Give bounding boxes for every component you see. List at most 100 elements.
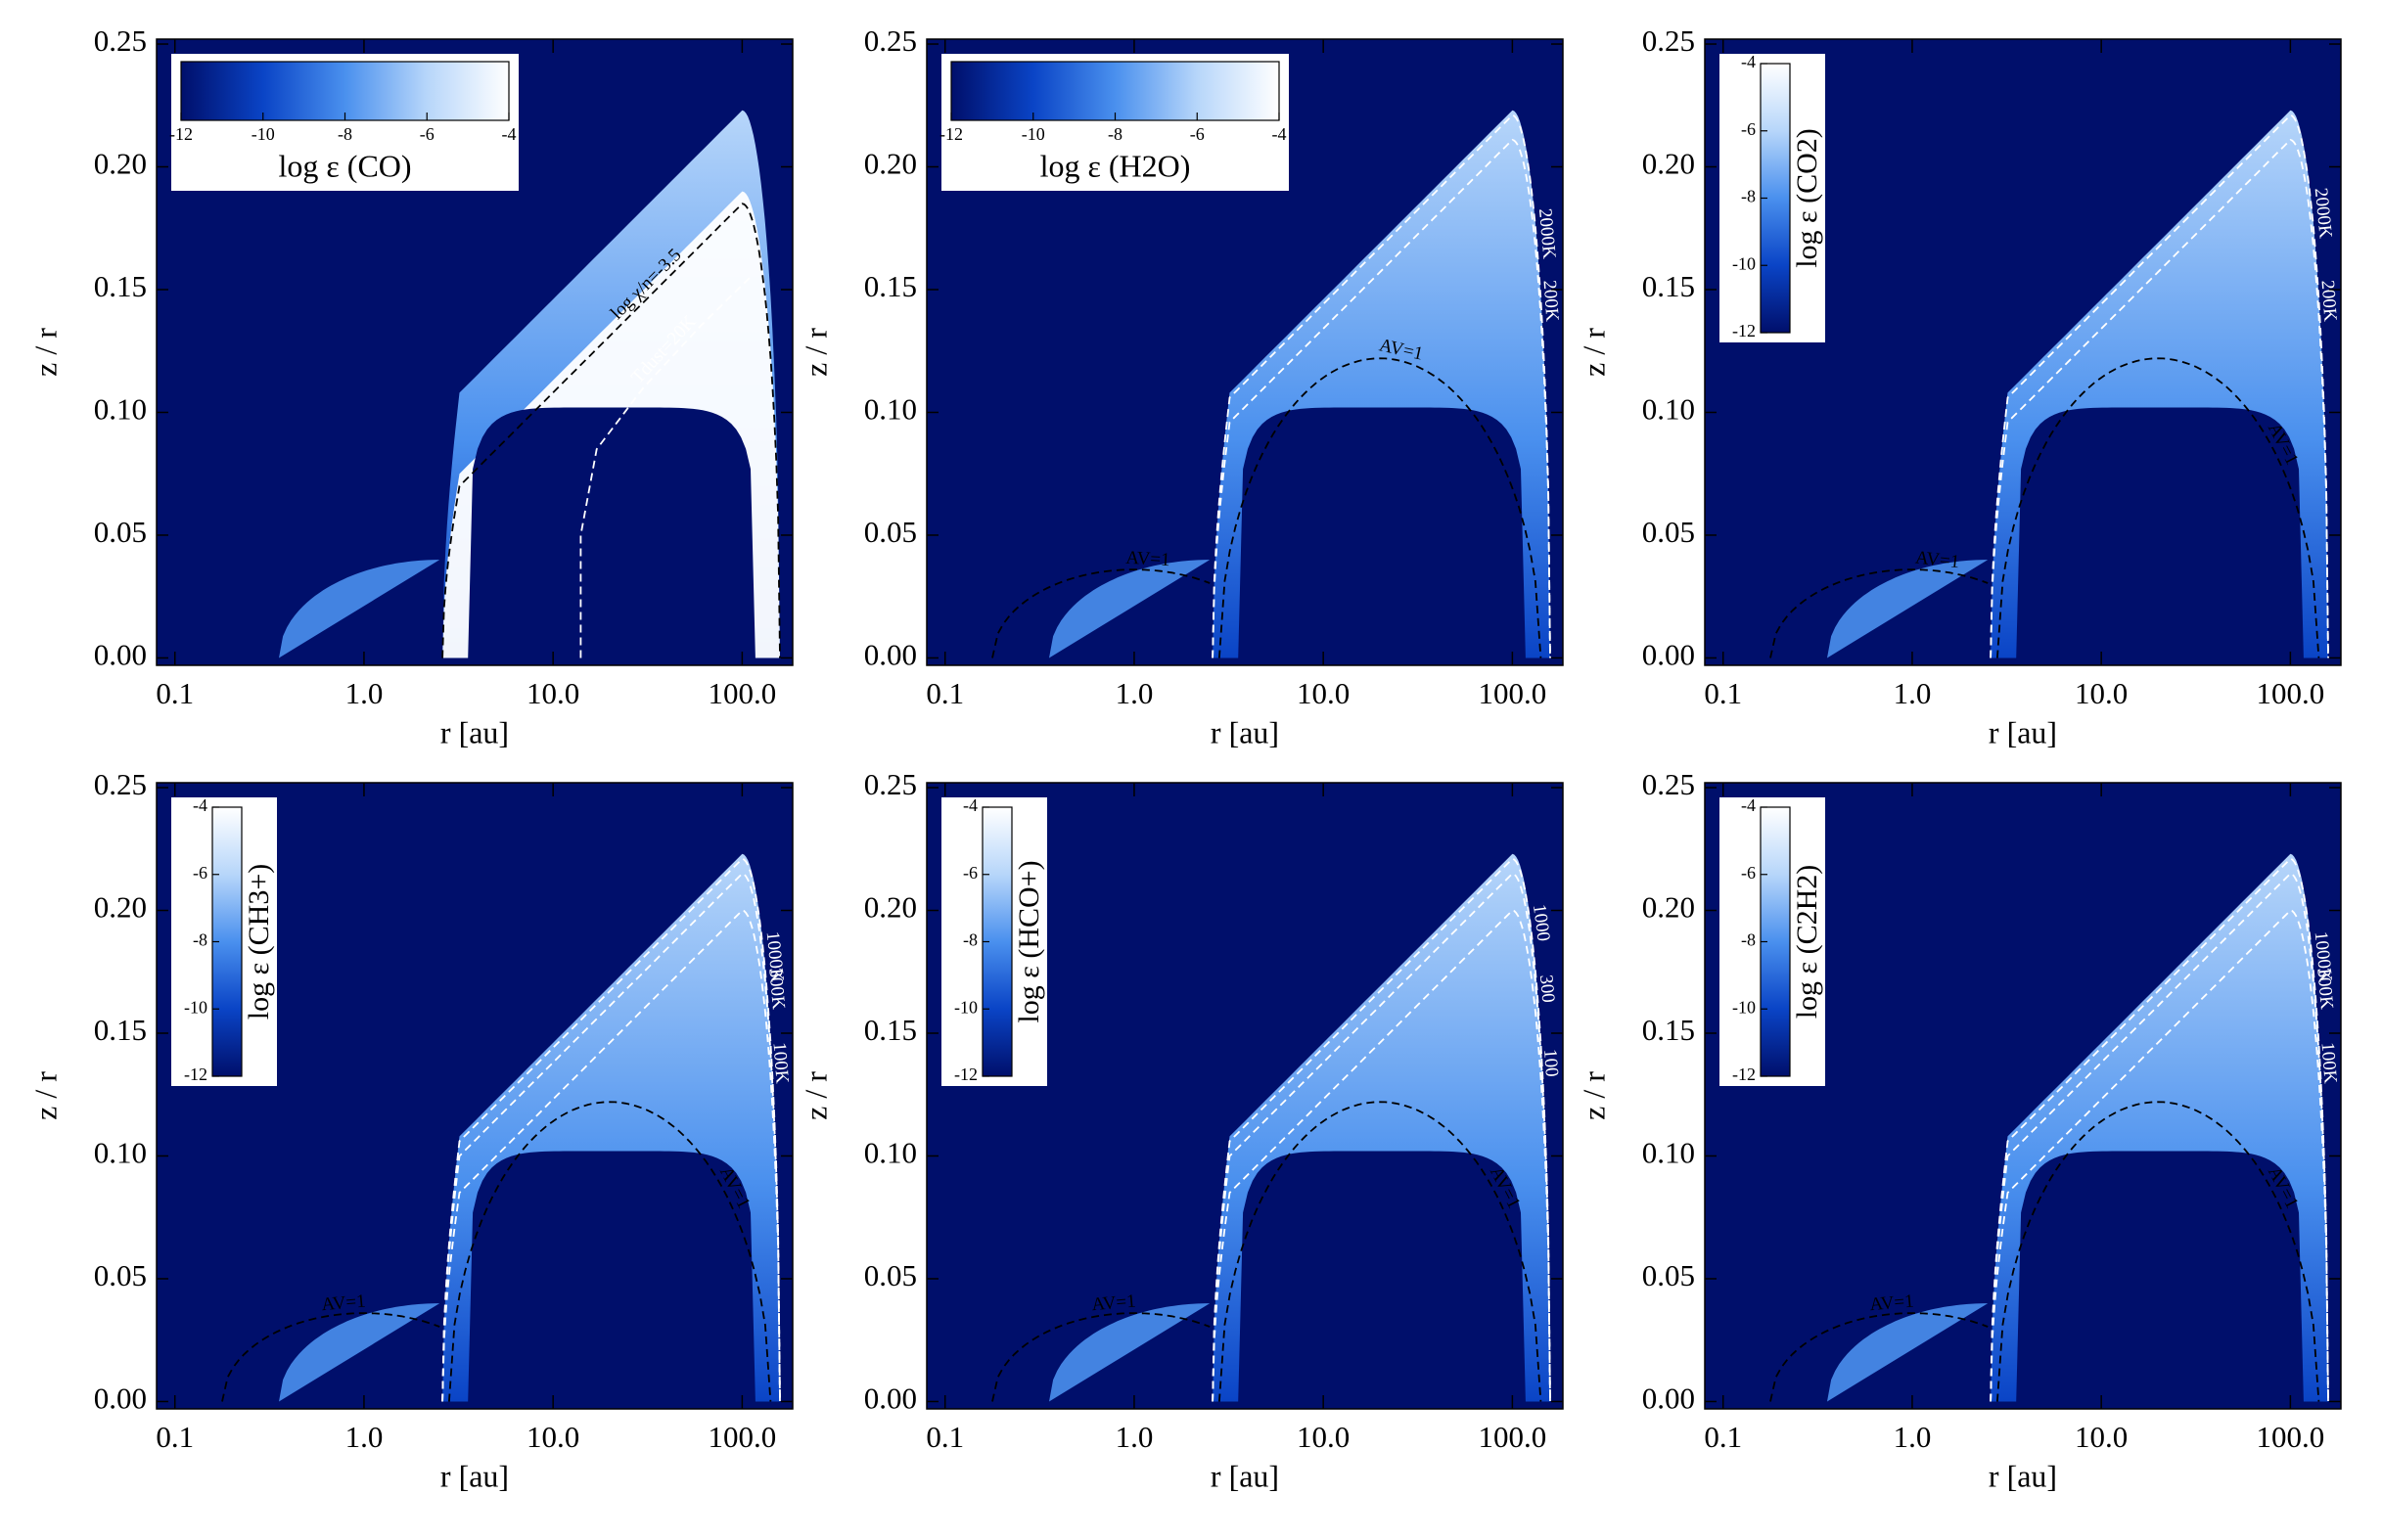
abundance-region (1049, 560, 1211, 658)
y-tick-label: 0.15 (864, 269, 917, 303)
colorbar-tick-label: -6 (193, 863, 207, 883)
contour-line (1990, 909, 2329, 1402)
plot-frame (1704, 38, 2342, 666)
contour-label: AV=1 (1869, 1291, 1915, 1316)
y-axis-label: z / r (1576, 1071, 1611, 1120)
y-tick-label: 0.10 (1642, 392, 1695, 427)
y-tick-label: 0.05 (94, 515, 147, 549)
colorbar-tick-label: -12 (1732, 1064, 1756, 1084)
colorbar-tick-label: -6 (963, 863, 978, 883)
contour-line (441, 203, 781, 658)
x-tick-label: 100.0 (709, 676, 777, 710)
y-tick-label: 0.05 (1642, 1258, 1695, 1292)
plot-frame (156, 782, 794, 1410)
contour-line (1996, 357, 2320, 658)
contour-line (1212, 872, 1551, 1402)
colorbar-tick-label: -12 (939, 124, 963, 144)
y-tick-label: 0.15 (94, 1013, 147, 1047)
y-axis-label: z / r (798, 328, 833, 377)
colorbar-label: log ε (CO) (278, 148, 411, 183)
colorbar-tick-label: -4 (1741, 52, 1756, 71)
contour-label: AV=1 (321, 1291, 367, 1316)
x-tick-label: 1.0 (345, 1420, 384, 1454)
x-tick-label: 0.1 (1704, 676, 1742, 710)
x-tick-label: 10.0 (1297, 676, 1350, 710)
abundance-region (1827, 560, 1989, 658)
x-tick-label: 100.0 (709, 1420, 777, 1454)
x-tick-label: 0.1 (156, 676, 194, 710)
y-tick-label: 0.10 (864, 392, 917, 427)
x-axis-label: r [au] (1211, 714, 1279, 749)
colorbar-tick-label: -4 (963, 795, 978, 815)
y-tick-label: 0.10 (864, 1136, 917, 1170)
colorbar-tick-label: -10 (1732, 253, 1756, 273)
contour-line (579, 276, 752, 658)
contour-line (221, 1312, 440, 1402)
contour-line (1218, 1101, 1542, 1402)
y-tick-label: 0.20 (864, 890, 917, 925)
colorbar-tick-label: -10 (184, 997, 207, 1017)
x-tick-label: 10.0 (527, 676, 579, 710)
x-tick-label: 100.0 (2257, 1420, 2325, 1454)
contour-label: AV=1 (1914, 548, 1960, 573)
x-axis-label: r [au] (440, 714, 509, 749)
contour-label: 300K (2313, 968, 2337, 1011)
x-tick-label: 10.0 (2075, 676, 2128, 710)
y-axis-label: z / r (27, 328, 63, 377)
x-tick-label: 0.1 (156, 1420, 194, 1454)
x-tick-label: 0.1 (1704, 1420, 1742, 1454)
y-tick-label: 0.00 (864, 1381, 917, 1416)
colorbar-tick-label: -4 (1741, 795, 1756, 815)
contour-line (991, 1312, 1211, 1402)
y-axis-label: z / r (27, 1071, 63, 1120)
colorbar-tick-label: -12 (1732, 321, 1756, 340)
y-tick-label: 0.25 (94, 23, 147, 58)
colorbar-label: log ε (H2O) (1040, 148, 1191, 183)
y-axis-label: z / r (1576, 328, 1611, 377)
x-tick-label: 0.1 (926, 1420, 964, 1454)
contour-label: 2000K (1535, 207, 1559, 260)
colorbar-tick-label: -8 (963, 930, 978, 950)
contour-line (1769, 1312, 1989, 1402)
y-tick-label: 0.05 (1642, 515, 1695, 549)
x-tick-label: 10.0 (527, 1420, 579, 1454)
y-tick-label: 0.00 (94, 638, 147, 672)
y-tick-label: 0.25 (864, 767, 917, 801)
contour-line (1769, 568, 1989, 658)
abundance-region (2016, 407, 2304, 658)
contour-line (1990, 138, 2329, 658)
x-axis-label: r [au] (440, 1458, 509, 1493)
y-tick-label: 0.05 (864, 515, 917, 549)
y-tick-label: 0.25 (1642, 767, 1695, 801)
abundance-region (1238, 1151, 1526, 1402)
contour-label: 100K (2316, 1042, 2340, 1085)
contour-line (441, 857, 781, 1402)
y-tick-label: 0.15 (94, 269, 147, 303)
abundance-region (468, 407, 756, 658)
colorbar-tick-label: -8 (338, 124, 352, 144)
contour-label: 1000K (2311, 930, 2336, 983)
contour-line (1990, 113, 2329, 658)
x-tick-label: 100.0 (2257, 676, 2325, 710)
colorbar-tick-label: -4 (502, 124, 517, 144)
abundance-region (1238, 407, 1526, 658)
contour-line (1212, 857, 1551, 1402)
contour-label: 1000 (1529, 903, 1554, 942)
contour-label: 100K (768, 1042, 792, 1085)
colorbar-tick-label: -10 (252, 124, 275, 144)
y-tick-label: 0.20 (864, 147, 917, 181)
y-tick-label: 0.00 (1642, 638, 1695, 672)
colorbar (950, 61, 1280, 121)
colorbar-tick-label: -6 (1741, 863, 1756, 883)
x-tick-label: 100.0 (1479, 676, 1547, 710)
y-tick-label: 0.15 (1642, 1013, 1695, 1047)
colorbar-tick-label: -8 (1741, 930, 1756, 950)
plot-frame (1704, 782, 2342, 1410)
colorbar-tick-label: -12 (169, 124, 193, 144)
y-tick-label: 0.05 (864, 1258, 917, 1292)
contour-label: 200K (2317, 280, 2341, 323)
x-tick-label: 1.0 (1116, 676, 1154, 710)
colorbar-label: log ε (C2H2) (1791, 865, 1823, 1019)
